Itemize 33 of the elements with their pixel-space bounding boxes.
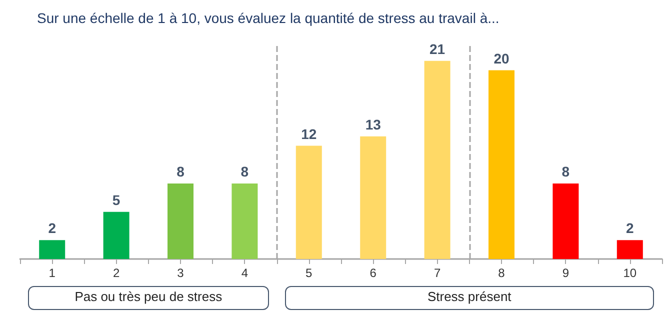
- data-label: 2: [48, 220, 56, 236]
- data-label: 12: [301, 126, 317, 142]
- data-label: 13: [365, 116, 382, 132]
- data-label: 20: [494, 50, 510, 66]
- x-tick-label: 3: [177, 266, 184, 280]
- data-label: 2: [626, 220, 634, 236]
- x-tick-label: 9: [562, 266, 570, 280]
- bar: [296, 146, 322, 259]
- bar: [488, 70, 514, 259]
- bar: [103, 212, 130, 259]
- text: Pas ou très peu de stress: [28, 286, 269, 310]
- bar: [232, 184, 258, 259]
- x-tick-label: 7: [434, 266, 441, 280]
- data-label: 21: [430, 40, 446, 57]
- x-tick-label: 1: [48, 266, 56, 280]
- x-tick-label: 8: [498, 266, 506, 280]
- data-label: 8: [176, 164, 185, 180]
- bar: [616, 240, 643, 259]
- bar: [424, 60, 450, 259]
- chart-title: Sur une échelle de 1 à 10, vous évaluez la quantité de stress au travail à...: [37, 10, 500, 26]
- x-tick-label: 2: [112, 266, 120, 280]
- text: Stress présent: [284, 286, 654, 310]
- data-label: 5: [112, 192, 120, 208]
- bar: [552, 184, 579, 259]
- data-label: 8: [562, 164, 570, 180]
- x-tick-label: 10: [623, 266, 637, 280]
- x-tick-label: 5: [306, 266, 313, 280]
- bar: [39, 240, 66, 259]
- x-tick-label: 6: [370, 266, 377, 280]
- bar: [168, 184, 194, 259]
- bar: [360, 136, 386, 259]
- x-tick-label: 4: [241, 266, 248, 280]
- data-label: 8: [240, 164, 249, 180]
